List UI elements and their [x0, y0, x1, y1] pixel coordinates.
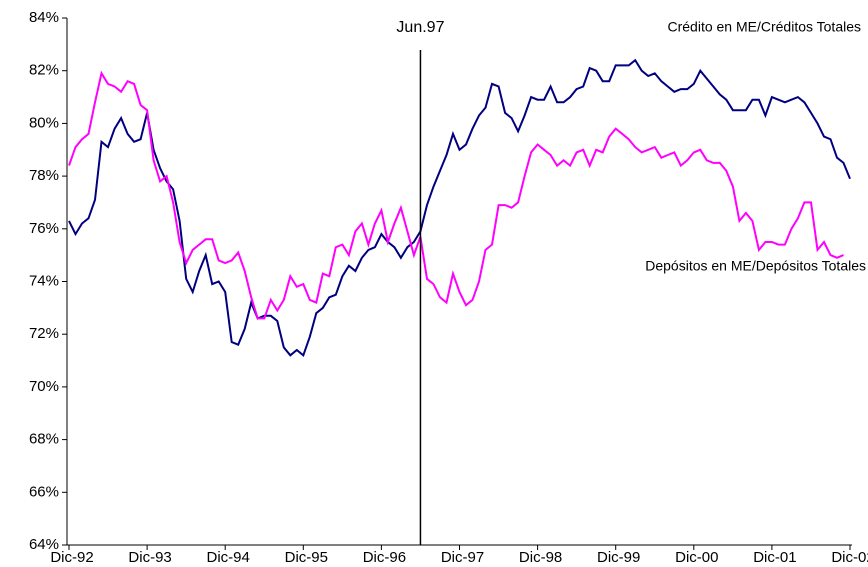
series-line [68, 58, 851, 357]
y-tick-label: 64% [29, 536, 59, 553]
x-tick-label: Dic-92 [50, 549, 93, 566]
y-tick-label: 76% [29, 220, 59, 237]
x-tick-label: Dic-98 [519, 549, 562, 566]
x-tick-label: Dic-99 [597, 549, 640, 566]
x-tick-label: Dic-01 [753, 549, 796, 566]
y-tick-label: 72% [29, 325, 59, 342]
y-tick-label: 80% [29, 114, 59, 131]
series-label: Depósitos en ME/Depósitos Totales [645, 258, 866, 274]
x-tick-label: Dic-97 [441, 549, 484, 566]
y-tick-label: 82% [29, 62, 59, 79]
x-tick-label: Dic-00 [675, 549, 718, 566]
annotation-label: Jun.97 [396, 19, 444, 36]
y-tick-label: 68% [29, 431, 59, 448]
y-tick-label: 84% [29, 9, 59, 26]
x-tick-label: Dic-94 [207, 549, 250, 566]
x-tick-label: Dic-95 [285, 549, 328, 566]
series-label: Crédito en ME/Créditos Totales [668, 19, 862, 35]
y-tick-label: 78% [29, 167, 59, 184]
x-tick-label: Dic-02 [831, 549, 868, 566]
x-tick-label: Dic-93 [128, 549, 171, 566]
y-tick-label: 74% [29, 272, 59, 289]
series-line [68, 70, 844, 320]
y-tick-label: 66% [29, 483, 59, 500]
y-tick-label: 70% [29, 378, 59, 395]
x-tick-label: Dic-96 [363, 549, 406, 566]
